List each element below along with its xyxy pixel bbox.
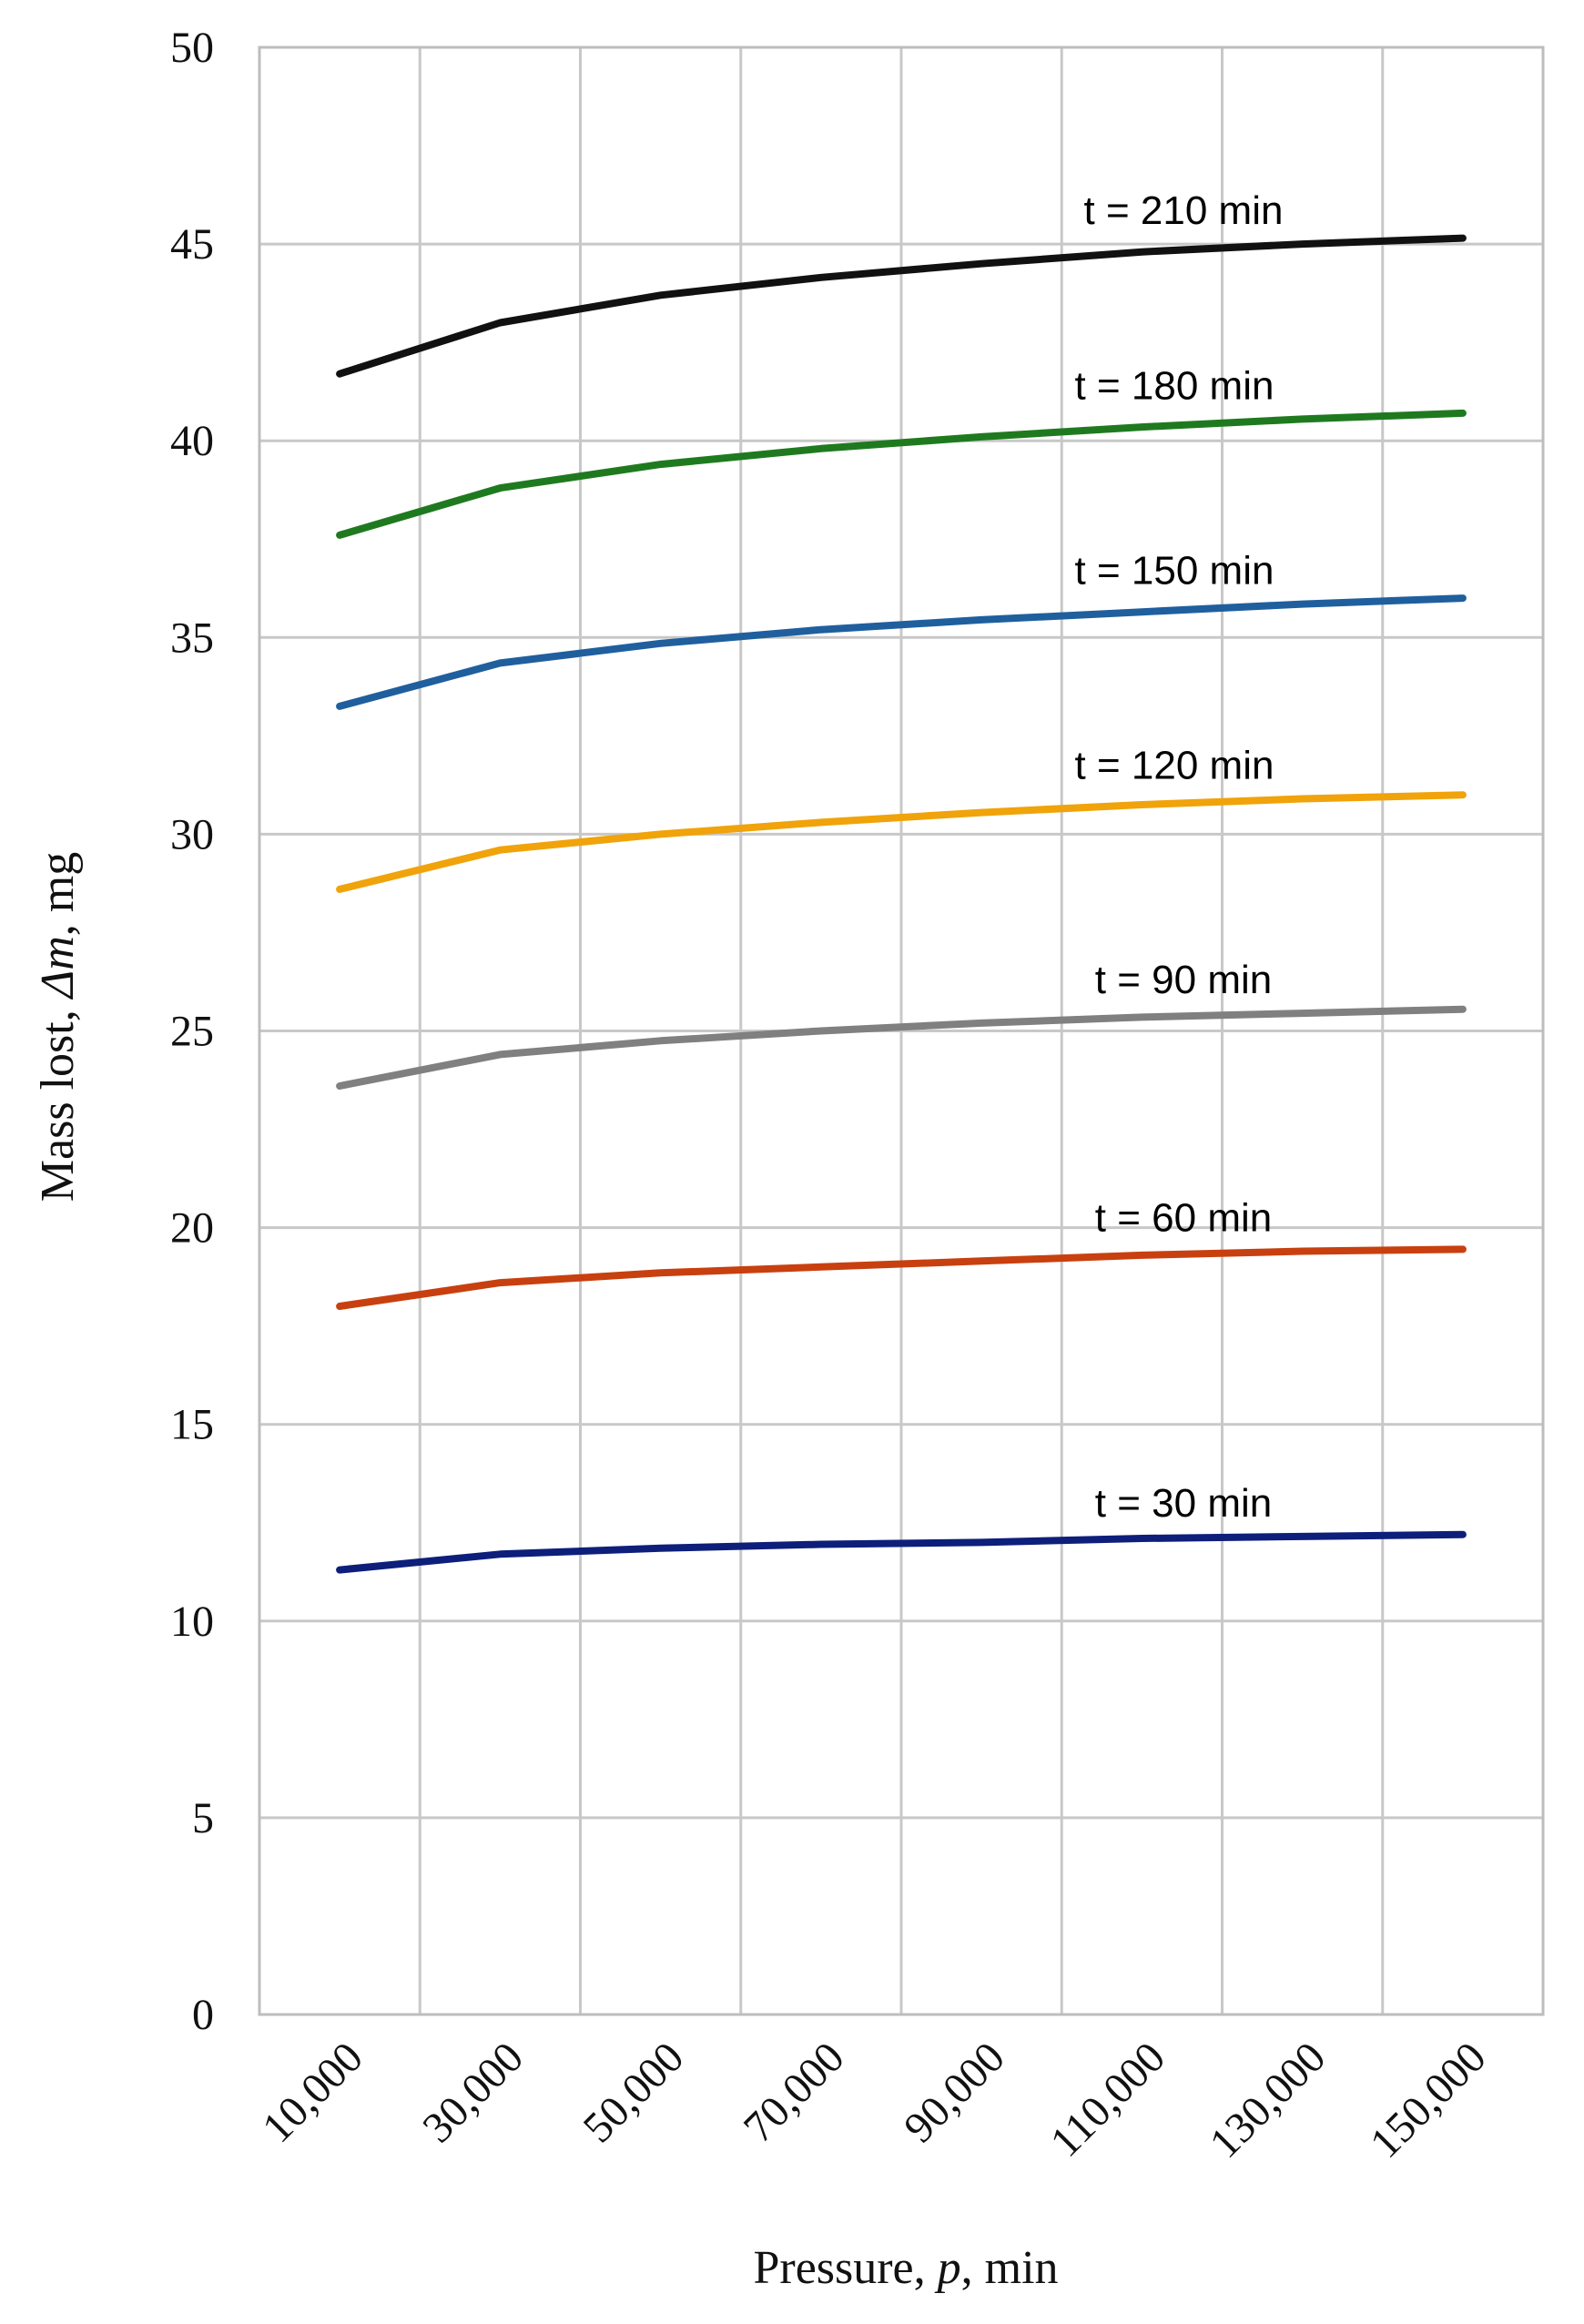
x-tick-label: 50,000 [574, 2033, 694, 2152]
grid-lines [259, 46, 1543, 2016]
y-tick-label: 10 [170, 1598, 214, 1646]
series-label: t = 90 min [1095, 958, 1272, 1002]
x-tick-label: 110,000 [1041, 2033, 1175, 2167]
y-tick-label: 5 [192, 1794, 214, 1842]
series-label: t = 120 min [1075, 744, 1274, 788]
series-labels: t = 30 min t = 60 min t = 90 min t = 120 mi… [1075, 188, 1284, 1526]
x-tick-label: 30,000 [413, 2033, 533, 2152]
x-axis-ticks: 10,000 30,000 50,000 70,000 90,000 110,000 130… [253, 2033, 1496, 2167]
y-tick-label: 20 [170, 1204, 214, 1253]
y-tick-label: 25 [170, 1008, 214, 1056]
series-line-60-min [336, 1245, 1467, 1310]
x-tick-label: 70,000 [735, 2033, 854, 2152]
x-tick-label: 10,000 [253, 2033, 372, 2152]
y-axis-title: Mass lost, Δm, mg [32, 852, 84, 1202]
series-line-150-min [336, 594, 1467, 710]
y-tick-label: 15 [170, 1401, 214, 1449]
y-tick-label: 50 [170, 24, 214, 72]
x-tick-label: 150,000 [1361, 2033, 1496, 2167]
series-line-180-min [336, 409, 1467, 539]
y-tick-label: 45 [170, 220, 214, 269]
y-axis-ticks: 0 5 10 15 20 25 30 35 40 45 50 [170, 24, 214, 2039]
series-label: t = 30 min [1095, 1481, 1272, 1526]
plot-frame [258, 46, 1545, 2016]
y-tick-label: 0 [192, 1991, 214, 2039]
series-label: t = 210 min [1084, 188, 1284, 233]
series-label: t = 180 min [1075, 363, 1274, 408]
x-axis-title: Pressure, p, min [753, 2242, 1058, 2294]
series-line-210-min [336, 234, 1467, 378]
series-lines [336, 234, 1467, 1574]
y-tick-label: 40 [170, 417, 214, 465]
series-label: t = 150 min [1075, 549, 1274, 594]
x-tick-label: 90,000 [895, 2033, 1014, 2152]
series-line-30-min [336, 1530, 1467, 1574]
series-label: t = 60 min [1095, 1196, 1272, 1241]
series-line-90-min [336, 1005, 1467, 1090]
x-tick-label: 130,000 [1201, 2033, 1335, 2167]
series-line-120-min [336, 791, 1467, 893]
y-tick-label: 30 [170, 810, 214, 858]
y-tick-label: 35 [170, 614, 214, 662]
